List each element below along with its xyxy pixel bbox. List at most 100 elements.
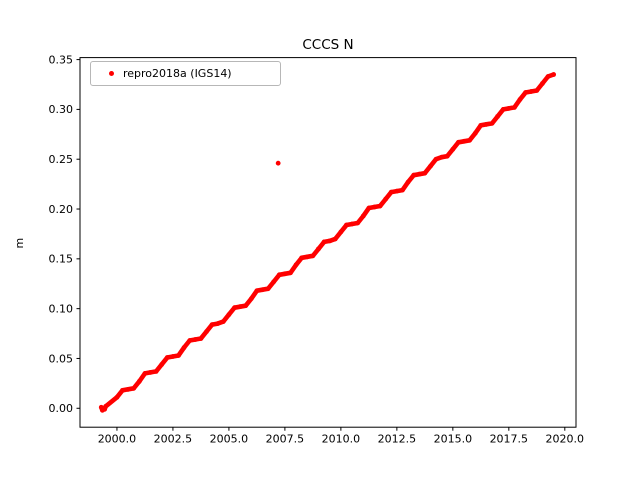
data-point (327, 238, 333, 244)
y-axis-label: m (12, 237, 26, 249)
data-point (181, 345, 187, 350)
data-point (271, 279, 277, 285)
data-point (444, 153, 450, 159)
data-point (136, 378, 142, 384)
data-point (489, 120, 495, 126)
data-point (545, 74, 551, 79)
legend-label: repro2018a (IGS14) (123, 67, 232, 80)
data-point (472, 130, 478, 136)
legend-marker-icon (109, 71, 114, 76)
data-point (450, 146, 456, 152)
data-point (506, 106, 512, 111)
data-point (209, 322, 215, 327)
data-point (495, 113, 501, 119)
data-point (332, 236, 338, 242)
data-point (310, 253, 316, 259)
data-point (276, 272, 282, 278)
y-tick-label: 0.15 (49, 253, 74, 266)
data-point (512, 105, 517, 110)
data-point (192, 337, 198, 342)
data-point (260, 287, 265, 293)
x-tick-label: 2000.0 (98, 433, 137, 446)
data-point (366, 205, 372, 211)
data-point (120, 387, 125, 393)
data-point (282, 271, 288, 277)
y-tick-label: 0.10 (49, 302, 74, 315)
data-point (422, 170, 428, 176)
data-point (338, 229, 344, 235)
data-point (288, 270, 293, 276)
data-point (372, 204, 377, 210)
chart-title: CCCS N (302, 37, 354, 53)
y-tick-label: 0.20 (49, 203, 74, 216)
legend: repro2018a (IGS14) (90, 61, 281, 86)
data-point (439, 154, 445, 160)
data-point (293, 262, 299, 268)
data-point (517, 97, 523, 102)
data-point (187, 338, 193, 343)
data-point (411, 172, 417, 178)
data-point (148, 370, 153, 375)
x-tick-label: 2012.5 (378, 433, 417, 446)
data-point (153, 369, 159, 374)
data-point (433, 156, 439, 162)
x-tick-label: 2020.0 (546, 433, 585, 446)
data-point (243, 303, 249, 309)
data-point (360, 213, 366, 219)
y-tick-label: 0.05 (49, 352, 74, 365)
data-point (215, 321, 221, 326)
axes-frame (79, 57, 577, 428)
data-point (461, 138, 467, 144)
data-point (164, 355, 170, 360)
data-point (226, 312, 232, 318)
x-tick-label: 2007.5 (266, 433, 305, 446)
data-point (383, 196, 389, 202)
x-tick-label: 2002.5 (154, 433, 193, 446)
data-point (388, 189, 394, 195)
data-point (176, 353, 181, 358)
data-point (142, 371, 148, 376)
y-tick-label: 0.00 (49, 402, 74, 415)
y-tick-label: 0.25 (49, 153, 74, 166)
data-point (428, 163, 433, 169)
data-point (377, 203, 383, 209)
data-point (416, 171, 422, 177)
data-point (344, 222, 349, 228)
x-tick-label: 2010.0 (322, 433, 361, 446)
data-point (265, 286, 271, 292)
x-tick-label: 2017.5 (490, 433, 529, 446)
data-point (237, 304, 243, 310)
data-point (316, 246, 321, 252)
data-point (299, 255, 305, 261)
x-tick-label: 2005.0 (210, 433, 249, 446)
x-tick-label: 2015.0 (434, 433, 473, 446)
data-point (484, 121, 489, 127)
data-point (551, 72, 557, 77)
data-point (467, 137, 473, 143)
data-point (456, 139, 461, 145)
data-point (254, 288, 260, 294)
data-point (248, 296, 254, 302)
outlier-point (275, 160, 281, 166)
data-point (349, 221, 355, 227)
data-point (355, 220, 361, 226)
data-point (523, 90, 529, 95)
data-point (478, 122, 484, 128)
data-point (528, 89, 534, 94)
data-point (321, 239, 327, 245)
data-point (159, 362, 165, 367)
data-point (204, 329, 209, 334)
data-point (220, 319, 226, 324)
y-tick-label: 0.30 (49, 103, 74, 116)
data-point (405, 179, 411, 185)
data-point (125, 386, 131, 392)
data-point (232, 305, 237, 311)
data-point (500, 107, 506, 112)
data-point (540, 81, 545, 86)
data-point (534, 88, 540, 93)
data-point (400, 187, 405, 193)
data-point (114, 394, 120, 400)
data-point (304, 254, 310, 260)
